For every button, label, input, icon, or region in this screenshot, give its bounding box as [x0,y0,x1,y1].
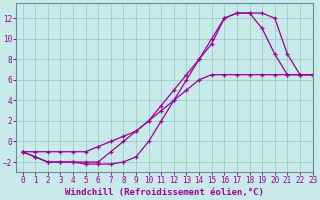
X-axis label: Windchill (Refroidissement éolien,°C): Windchill (Refroidissement éolien,°C) [65,188,264,197]
